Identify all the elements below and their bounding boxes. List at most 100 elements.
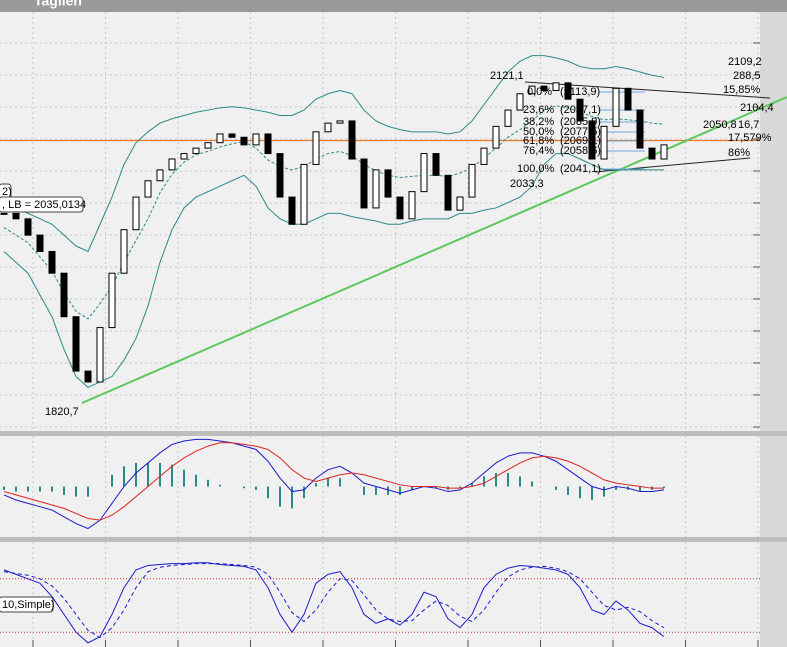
fib-level: 38,2%: [523, 116, 554, 128]
candle: [408, 191, 416, 220]
legend-box: [0, 196, 84, 213]
fib-price: (2077,5): [560, 126, 601, 138]
candle: [456, 196, 464, 211]
price-annotation: 2121,1: [490, 70, 524, 82]
legend-label: 10,Simple): [2, 599, 55, 611]
candle: [0, 212, 8, 215]
trend-line: [81, 96, 787, 404]
candle: [204, 142, 212, 149]
price-annotation: 16,7: [738, 119, 759, 131]
fib-price: (2085,9): [560, 116, 601, 128]
candle: [648, 147, 656, 160]
candle: [264, 133, 272, 155]
fib-price: (2058,6): [560, 145, 601, 157]
fib-price: (2097,1): [560, 104, 601, 116]
candle: [168, 158, 176, 171]
candle: [48, 250, 56, 274]
title-bar: [0, 0, 787, 12]
candle: [504, 109, 512, 127]
candle: [144, 180, 152, 198]
candle: [420, 153, 428, 193]
fib-level: 50,0%: [523, 126, 554, 138]
stoch-d: [3, 563, 665, 639]
price-annotation: 2050,8: [703, 119, 737, 131]
candle: [60, 272, 68, 318]
candle: [336, 120, 344, 124]
candle: [12, 212, 20, 220]
fib-price: (2113,9): [560, 86, 600, 98]
price-annotation: 2109,2: [728, 56, 762, 68]
panel-separator: [0, 537, 787, 542]
price-annotation: 2104,4: [740, 102, 774, 114]
price-annotation: 17,579%: [728, 132, 772, 144]
band-lower: [3, 153, 664, 388]
candle: [312, 131, 320, 165]
candle: [288, 196, 296, 225]
candle: [276, 153, 284, 198]
candle: [72, 316, 80, 372]
candle: [96, 327, 104, 383]
candle: [624, 87, 632, 111]
candle: [324, 122, 332, 133]
signal-line: [3, 442, 664, 521]
candle: [348, 120, 356, 160]
price-annotation: 288,5: [733, 70, 761, 82]
candle: [372, 169, 380, 209]
legend-label: 2): [2, 186, 12, 198]
fib-price: (2041,1): [560, 163, 601, 175]
candle: [180, 153, 188, 160]
band-upper: [3, 55, 665, 253]
plot: 2121,1 1820,7 2033,3 2109,2 288,5 15,85% 2104,…: [0, 55, 787, 644]
candle: [636, 109, 644, 149]
candle: [552, 82, 560, 91]
candle: [600, 125, 608, 160]
candle: [108, 272, 116, 329]
candle: [444, 174, 452, 211]
candle: [576, 98, 584, 122]
candle: [492, 125, 500, 149]
candle: [360, 158, 368, 209]
candle: [156, 169, 164, 182]
macd-line: [3, 438, 665, 530]
candle: [240, 136, 248, 146]
candle: [228, 133, 236, 138]
candle: [192, 147, 200, 155]
fib-level: 76,4%: [523, 145, 554, 157]
candle: [384, 169, 392, 198]
candle: [396, 196, 404, 220]
fib-level: 23,6%: [523, 104, 554, 116]
candle: [84, 370, 92, 383]
candle: [24, 218, 32, 236]
legend-label: , LB = 2035,0134: [2, 199, 86, 211]
candle: [540, 85, 548, 91]
candle: [300, 163, 308, 225]
candle: [516, 93, 524, 111]
candle: [36, 234, 44, 252]
candle: [468, 163, 476, 198]
price-annotation: 15,85%: [723, 84, 761, 96]
fib-level: 61,8%: [523, 135, 554, 147]
price-annotation: 86%: [728, 147, 750, 159]
stoch-k: [3, 562, 665, 644]
price-annotation: 2033,3: [510, 178, 544, 190]
candle: [612, 87, 620, 127]
fib-level: 0,0%: [527, 86, 552, 98]
fib-level: 100,0%: [517, 163, 555, 175]
candle: [252, 133, 260, 146]
price-annotation: 1820,7: [45, 406, 79, 418]
candle: [660, 144, 668, 160]
candle: [120, 229, 128, 274]
candle: [480, 147, 488, 165]
candle: [564, 82, 572, 100]
candle: [132, 196, 140, 231]
fib-price: (2069,1): [560, 135, 601, 147]
candle: [432, 153, 440, 176]
title: Tagilen: [34, 0, 82, 9]
candle: [528, 85, 536, 95]
candle: [588, 120, 596, 160]
legend-box: [0, 596, 54, 613]
panel-separator: [0, 431, 787, 436]
grid: [0, 12, 760, 647]
candle: [216, 133, 224, 144]
